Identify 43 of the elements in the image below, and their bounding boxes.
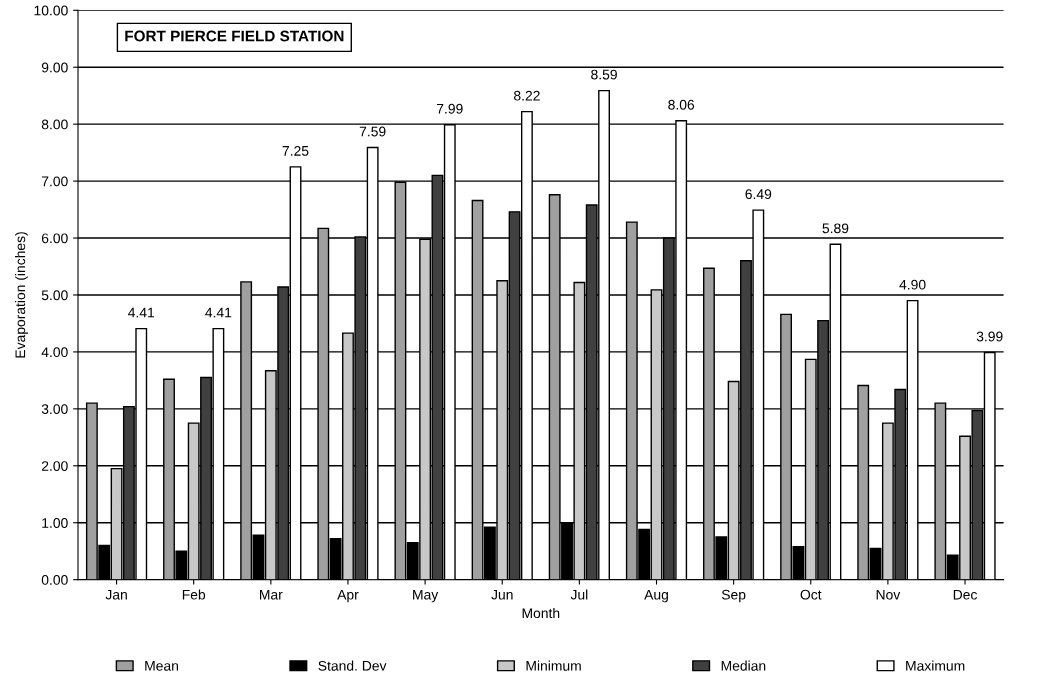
y-tick-label: 6.00 [41, 233, 68, 244]
data-label: 5.89 [822, 223, 849, 234]
y-tick-label: 5.00 [41, 290, 68, 301]
y-tick-label: 4.00 [41, 347, 68, 358]
y-tick-label: 8.00 [41, 119, 68, 130]
data-label: 4.41 [128, 307, 155, 318]
x-tick-label: May [413, 589, 439, 603]
data-label: 7.25 [282, 145, 309, 156]
x-tick-label: Aug [644, 589, 668, 603]
x-tick-label: Nov [876, 589, 901, 600]
data-label: 4.90 [899, 279, 926, 290]
y-tick-label: 0.00 [41, 575, 68, 585]
y-tick-label: 3.00 [41, 404, 68, 415]
x-tick-label: Jul [570, 589, 588, 600]
data-label: 8.06 [668, 99, 695, 110]
y-tick-label: 9.00 [41, 62, 68, 73]
y-tick-label: 1.00 [42, 518, 68, 528]
x-tick-label: Sep [721, 589, 746, 603]
data-label: 8.59 [591, 69, 617, 80]
x-tick-label: Feb [182, 589, 206, 600]
text: FORT PIERCE FIELD STATION [125, 30, 344, 42]
x-axis-title: Month [522, 607, 560, 619]
x-tick-label: Jan [105, 589, 127, 600]
x-tick-label: Dec [953, 589, 978, 600]
data-label: 4.41 [205, 307, 232, 318]
legend-label: Median [721, 660, 766, 671]
data-label: 7.99 [436, 103, 463, 114]
y-tick-label: 2.00 [41, 461, 68, 471]
x-tick-label: Mar [260, 589, 283, 600]
legend-label: Stand. Dev [318, 660, 387, 671]
legend-label: Maximum [906, 660, 965, 671]
data-label: 8.22 [514, 90, 540, 101]
x-tick-label: Jun [491, 589, 513, 600]
legend-label: Minimum [526, 660, 581, 671]
data-label: 7.59 [359, 126, 386, 137]
data-label: 6.49 [745, 189, 772, 200]
y-tick-label: 10.00 [34, 5, 68, 16]
y-axis-title: Evaporation (inches) [15, 232, 28, 358]
y-tick-label: 7.00 [41, 176, 68, 187]
x-tick-label: Oct [800, 589, 822, 600]
x-tick-label: Apr [337, 589, 359, 603]
legend-label: Mean [145, 661, 178, 671]
data-label: 3.99 [976, 331, 1003, 342]
